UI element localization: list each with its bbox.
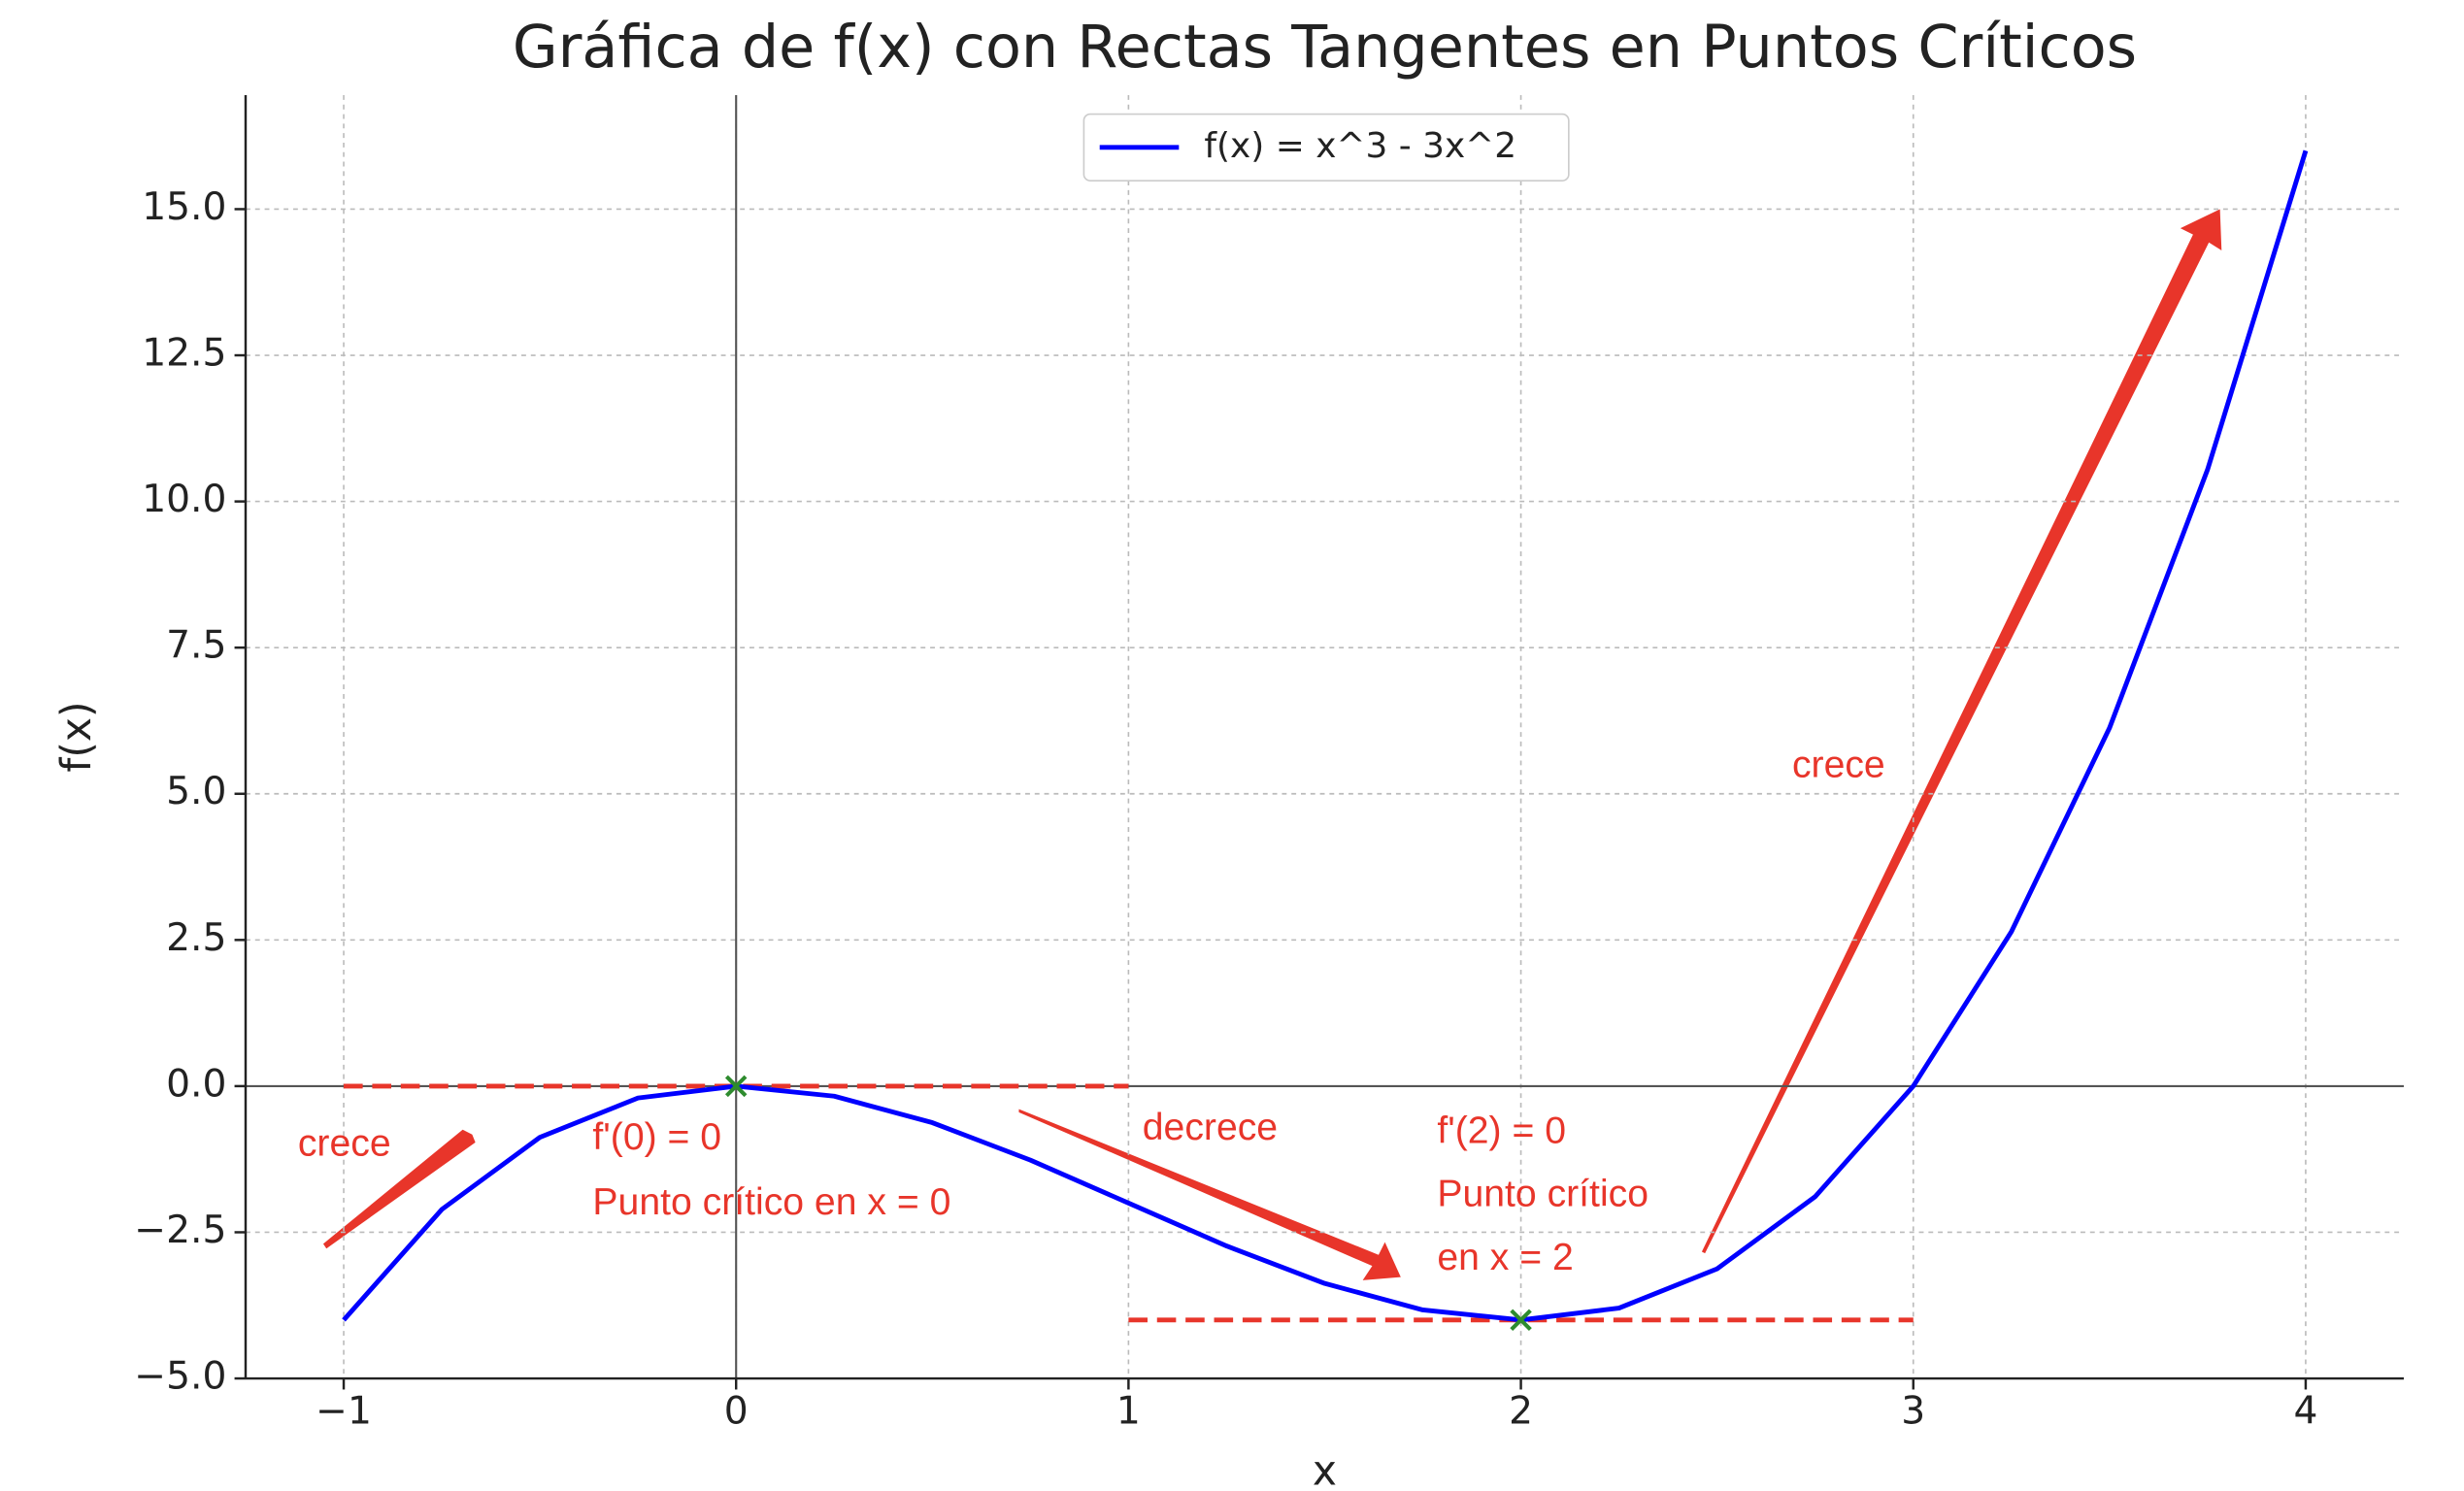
annotation: crece [298, 1122, 391, 1164]
x-tick-label: 4 [2293, 1389, 2317, 1433]
x-axis-label: x [1313, 1447, 1337, 1491]
x-tick-label: −1 [316, 1389, 372, 1433]
x-tick-label: 3 [1901, 1389, 1925, 1433]
y-tick-label: 5.0 [166, 770, 226, 813]
y-tick-label: 7.5 [166, 624, 226, 668]
annotation: Punto crítico en x = 0 [592, 1181, 950, 1223]
line [342, 149, 2309, 1323]
legend-box [1082, 113, 1570, 182]
arrow [322, 1129, 476, 1249]
y-tick-label: 0.0 [166, 1062, 226, 1106]
critical-point [724, 1075, 748, 1098]
y-axis-label: f(x) [53, 701, 101, 772]
annotation: Punto crítico [1437, 1174, 1648, 1215]
annotation: f'(2) = 0 [1437, 1110, 1566, 1151]
y-tick-label: −2.5 [134, 1209, 226, 1252]
annotation: decrece [1143, 1107, 1278, 1148]
arrow [1018, 1109, 1401, 1280]
y-tick-label: 10.0 [142, 478, 226, 521]
critical-point [1510, 1309, 1532, 1332]
y-tick-label: 15.0 [142, 185, 226, 229]
y-tick-label: −5.0 [134, 1355, 226, 1399]
x-tick-label: 2 [1509, 1389, 1533, 1433]
y-tick-label: 2.5 [166, 916, 226, 960]
y-tick-label: 12.5 [142, 332, 226, 376]
x-tick-label: 0 [724, 1389, 749, 1433]
chart-title: Gráfica de f(x) con Rectas Tangentes en … [513, 14, 2137, 82]
x-tick-label: 1 [1116, 1389, 1141, 1433]
legend-label: f(x) = x^3 - 3x^2 [1204, 126, 1516, 166]
annotation: en x = 2 [1437, 1237, 1573, 1278]
arrow [1701, 209, 2222, 1254]
annotation: crece [1792, 744, 1885, 785]
annotation: f'(0) = 0 [592, 1116, 721, 1158]
